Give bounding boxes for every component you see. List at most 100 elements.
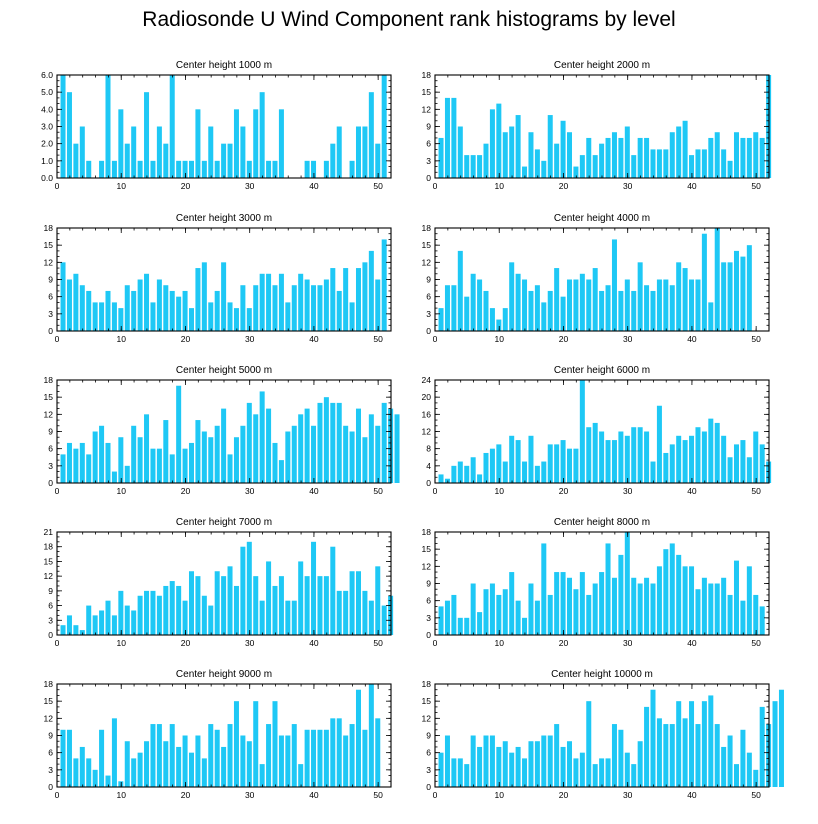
panel-6-bar [483, 452, 489, 483]
panel-6-bar [509, 435, 515, 483]
panel-8-bar [528, 583, 534, 635]
panel-7-ytick-label: 0 [48, 630, 53, 640]
panel-8-bar [695, 589, 701, 635]
panel-7-bar [272, 585, 278, 635]
panel-2-bar [624, 126, 630, 178]
panel-10-bar [682, 718, 688, 787]
panel-9-ytick-label: 3 [48, 765, 53, 775]
panel-8-ytick-label: 3 [426, 613, 431, 623]
panel-2-ytick-label: 3 [426, 156, 431, 166]
panel-4-bar [470, 273, 476, 331]
panel-5-bar [156, 448, 162, 483]
panel-10-bar [605, 758, 611, 787]
panel-10-bar [599, 758, 605, 787]
panel-3-bar [188, 308, 194, 331]
panel-10-xtick-label: 40 [687, 790, 697, 800]
panel-6-bar [637, 427, 643, 483]
panel-10-bar [496, 746, 502, 787]
panel-4-bar [663, 279, 669, 331]
panel-10-bar [438, 752, 444, 787]
panel-9-xtick-label: 20 [181, 790, 191, 800]
panel-9-bar [73, 758, 79, 787]
panel-4-bar [496, 319, 502, 331]
panel-6-bar [502, 461, 508, 483]
panel-3-bar [105, 290, 111, 331]
panel-1-bar [233, 109, 239, 178]
panel-6-xtick-label: 0 [433, 486, 438, 496]
panel-4-ytick-label: 3 [426, 309, 431, 319]
panel-9-bar [272, 701, 278, 787]
panel-8-bar [483, 589, 489, 635]
panel-1-bar [355, 126, 361, 178]
panel-1-xtick-label: 20 [181, 181, 191, 191]
panel-3-bar [66, 279, 72, 331]
panel-2-bar [528, 132, 534, 178]
panel-5-ytick-label: 3 [48, 461, 53, 471]
panel-7-bar [298, 561, 304, 635]
panel-10-bar [470, 735, 476, 787]
panel-3-bar [221, 262, 227, 331]
panel-6-bar [496, 444, 502, 484]
panel-5-bar [246, 402, 252, 483]
panel-1-bar [330, 143, 336, 178]
panel-3-bar [240, 285, 246, 331]
panel-3-ytick-label: 3 [48, 309, 53, 319]
panel-6-bar [650, 461, 656, 483]
panel-2-bar [457, 126, 463, 178]
panel-2-bar [464, 155, 470, 178]
panel-4-bar [515, 273, 521, 331]
panel-2-ytick-label: 18 [422, 70, 432, 80]
panel-4-bar [637, 262, 643, 331]
panel-9-bar [111, 718, 117, 787]
panel-6-bar [624, 435, 630, 483]
panel-1-xtick-label: 10 [116, 181, 126, 191]
panel-7-bar [182, 600, 188, 635]
panel-10-bar [669, 724, 675, 787]
panel-1-xtick-label: 50 [373, 181, 383, 191]
panel-6-bar [733, 444, 739, 484]
panel-5-bar [169, 454, 175, 483]
panel-5-ytick-label: 18 [44, 375, 54, 385]
panel-3-bar [73, 273, 79, 331]
panel-2-bar [708, 137, 714, 178]
panel-8-bar [554, 572, 560, 635]
panel-5-ytick-label: 9 [48, 427, 53, 437]
panel-4-bar [721, 262, 727, 331]
panel-9-bar [266, 724, 272, 787]
panel-8-bar [701, 577, 707, 635]
panel-4-bar [740, 256, 746, 331]
panel-6-bar [663, 452, 669, 483]
panel-2-bar [599, 143, 605, 178]
panel-7-title: Center height 7000 m [176, 517, 272, 528]
panel-3-ytick-label: 9 [48, 275, 53, 285]
panel-2-ytick-label: 6 [426, 139, 431, 149]
panel-10-bar [663, 724, 669, 787]
panel-1-xtick-label: 40 [309, 181, 319, 191]
panel-6-bar [740, 440, 746, 483]
panel-10-bar [515, 746, 521, 787]
panel-10-bar [644, 706, 650, 787]
panel-7-bar [66, 615, 72, 635]
panel-3-bar [169, 290, 175, 331]
panel-5-bar [285, 431, 291, 483]
panel-4-bar [547, 290, 553, 331]
panel-10-ytick-label: 0 [426, 782, 431, 792]
panel-9-bar [86, 758, 92, 787]
panel-9-bar [188, 752, 194, 787]
panel-6-bar [759, 444, 765, 484]
panel-3-title: Center height 3000 m [176, 213, 272, 224]
panel-9-bar [253, 701, 259, 787]
panel-7-bar [291, 600, 297, 635]
panel-3-bar [163, 285, 169, 331]
panel-5-xtick-label: 40 [309, 486, 319, 496]
panel-8-bar [714, 583, 720, 635]
panel-8-bar [644, 577, 650, 635]
panel-10-bar [541, 735, 547, 787]
panel-1-bar [240, 126, 246, 178]
panel-8-xtick-label: 0 [433, 638, 438, 648]
panel-4-ytick-label: 9 [426, 275, 431, 285]
panel-4-bar [656, 279, 662, 331]
panel-10-bar [733, 764, 739, 787]
panel-1-bar [323, 160, 329, 178]
panel-4-xtick-label: 50 [751, 334, 761, 344]
